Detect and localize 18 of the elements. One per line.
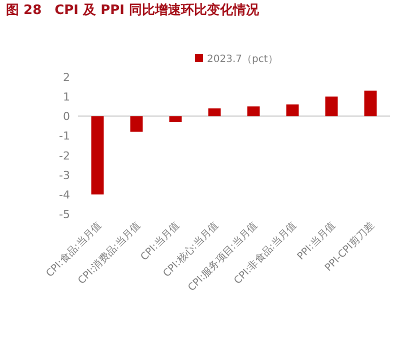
- y-tick-label: 0: [63, 110, 70, 124]
- legend-label: 2023.7（pct）: [207, 54, 278, 65]
- bar: [286, 104, 299, 116]
- y-tick-label: -5: [59, 208, 70, 221]
- y-tick-label: -3: [59, 168, 70, 182]
- y-tick-label: -2: [59, 149, 70, 162]
- y-tick-label: -4: [59, 188, 70, 202]
- y-tick-label: 2: [63, 71, 70, 84]
- y-tick-label: 1: [63, 90, 70, 104]
- bar: [91, 116, 104, 194]
- bar: [169, 116, 182, 122]
- bar: [208, 108, 221, 116]
- y-tick-label: -1: [59, 130, 70, 143]
- bar: [325, 96, 338, 116]
- bar: [364, 90, 377, 116]
- bar: [130, 116, 143, 132]
- bar: [247, 106, 260, 116]
- chart-title: 图 28 CPI 及 PPI 同比增速环比变化情况: [6, 2, 260, 18]
